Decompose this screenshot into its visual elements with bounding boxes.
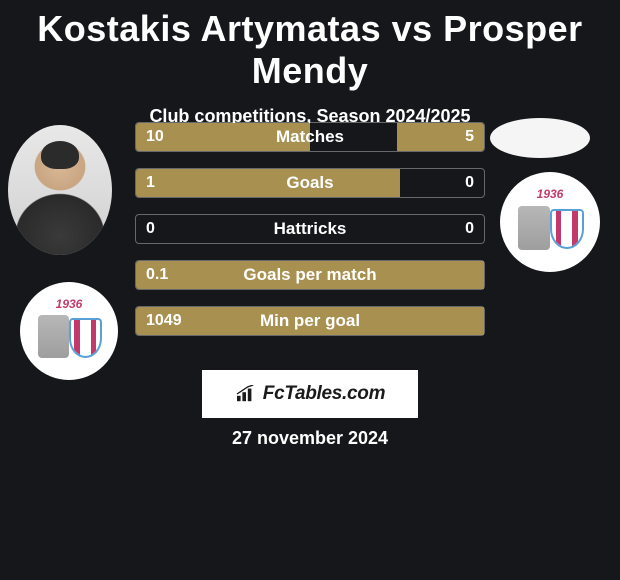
stats-container: 10 Matches 5 1 Goals 0 0 Hattricks 0 0.1… xyxy=(135,122,485,352)
stat-value-right: 0 xyxy=(465,174,474,192)
stat-label: Hattricks xyxy=(136,219,484,239)
badge-year-right: 1936 xyxy=(510,187,590,201)
stat-label: Goals xyxy=(136,173,484,193)
bar-chart-icon xyxy=(235,385,257,403)
stat-value-right: 0 xyxy=(465,220,474,238)
club-badge-right: 1936 xyxy=(500,172,600,272)
player-photo-right-placeholder xyxy=(490,118,590,158)
brand-text: FcTables.com xyxy=(263,383,385,405)
date-text: 27 november 2024 xyxy=(0,428,620,449)
stat-label: Goals per match xyxy=(136,265,484,285)
player-photo-left xyxy=(8,125,112,255)
page-title: Kostakis Artymatas vs Prosper Mendy xyxy=(0,0,620,92)
stat-row: 1 Goals 0 xyxy=(135,168,485,198)
stat-label: Min per goal xyxy=(136,311,484,331)
stat-value-right: 5 xyxy=(465,128,474,146)
stat-row: 0 Hattricks 0 xyxy=(135,214,485,244)
club-badge-left: 1936 xyxy=(20,282,118,380)
stat-row: 1049 Min per goal xyxy=(135,306,485,336)
brand-box: FcTables.com xyxy=(202,370,418,418)
stat-row: 0.1 Goals per match xyxy=(135,260,485,290)
stat-row: 10 Matches 5 xyxy=(135,122,485,152)
badge-year-left: 1936 xyxy=(30,297,108,311)
stat-label: Matches xyxy=(136,127,484,147)
